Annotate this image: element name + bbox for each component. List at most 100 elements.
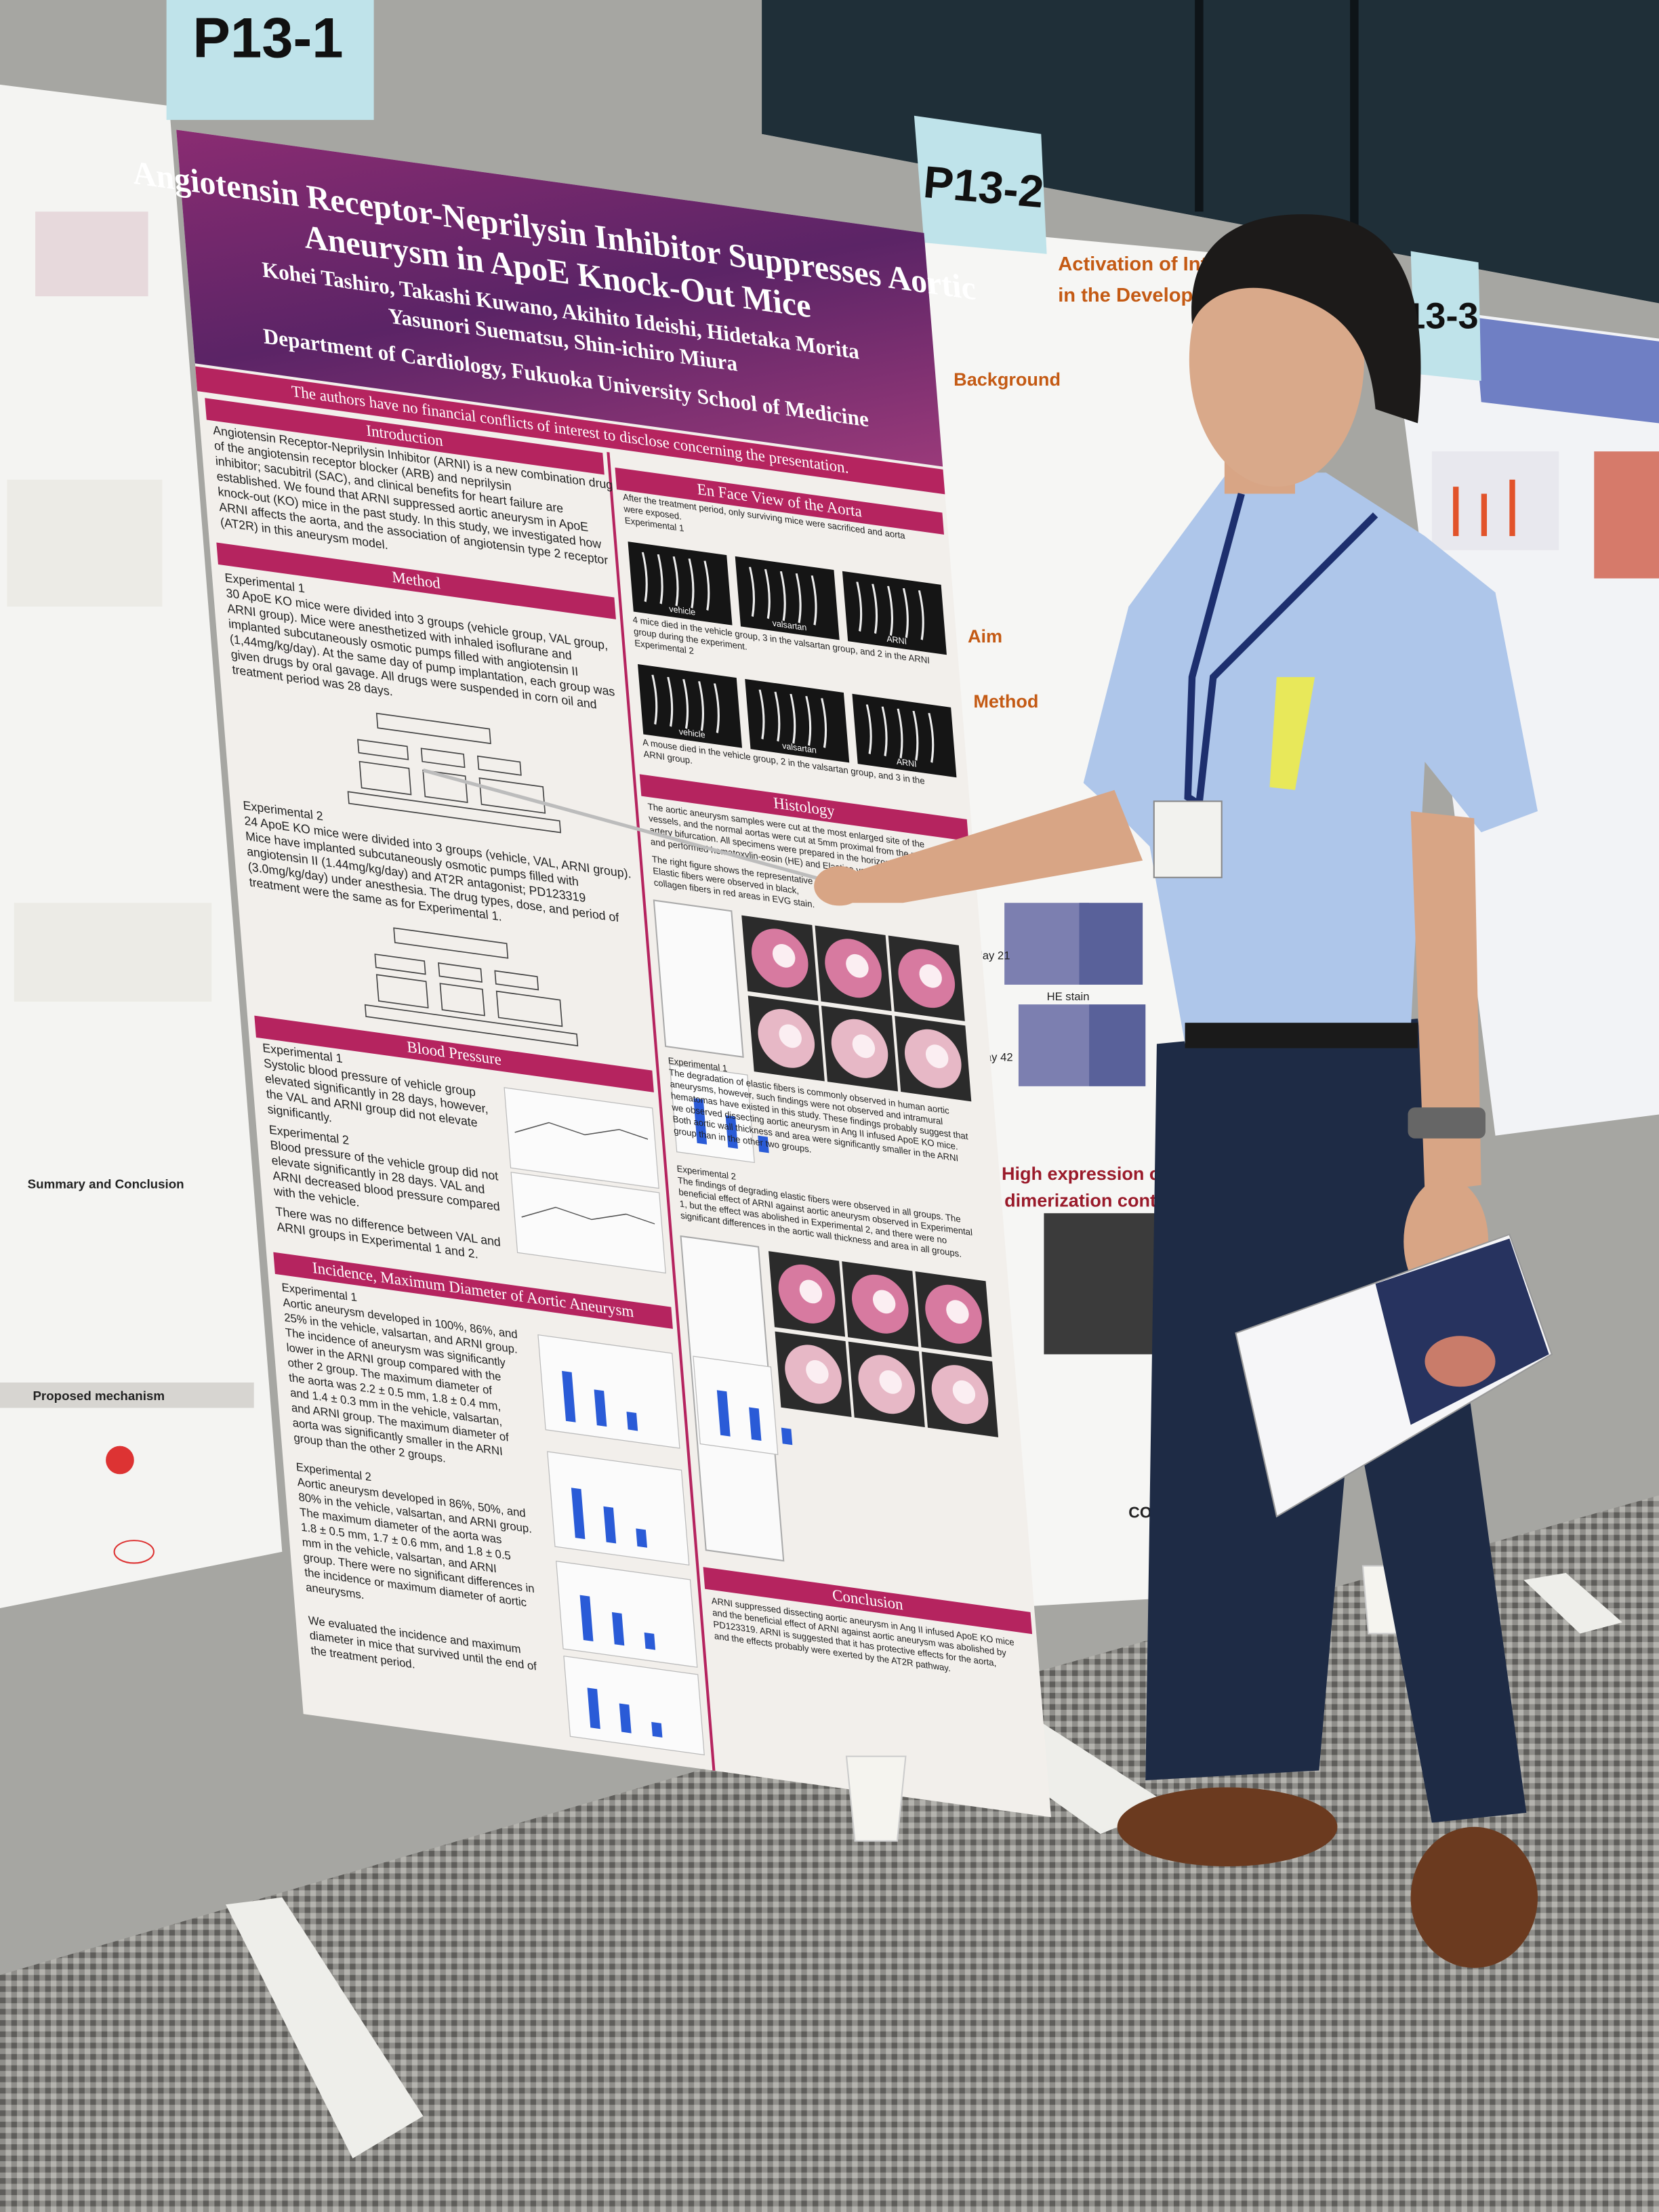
- aorta-shape: [805, 696, 812, 746]
- booklet-image: [1425, 1336, 1496, 1387]
- aorta-shape: [912, 710, 919, 761]
- diagram: [106, 1446, 134, 1475]
- figure: [1509, 479, 1515, 537]
- chart-panel: [537, 1334, 680, 1449]
- heading: Summary and Conclusion: [28, 1177, 184, 1191]
- aorta-shape: [811, 575, 817, 626]
- stain-lumen: [919, 964, 942, 988]
- method-diagram: [347, 712, 579, 1047]
- pointer: [422, 769, 836, 885]
- chart-bar: [651, 1721, 663, 1738]
- hair: [1191, 214, 1421, 424]
- chart-bar: [644, 1632, 656, 1650]
- chart-panel: [504, 1087, 659, 1189]
- figure: [1431, 451, 1559, 550]
- stain-lumen: [879, 1370, 902, 1394]
- section-heading-bar: [615, 467, 944, 535]
- aorta-shape: [657, 554, 663, 605]
- belt: [1185, 1023, 1418, 1048]
- window: [762, 0, 1659, 304]
- stain-lumen: [779, 1024, 802, 1048]
- right-poster-header: [1474, 317, 1659, 424]
- cup: [845, 1755, 907, 1842]
- sign: [1410, 251, 1481, 382]
- pocket-item: [1269, 677, 1315, 790]
- section-heading-bar: [216, 542, 616, 619]
- chart-panel: [653, 899, 744, 1058]
- aorta-shape: [774, 691, 781, 742]
- chart-bar: [636, 1528, 647, 1548]
- image-label: vehicle: [678, 726, 705, 740]
- label: day 21: [976, 949, 1010, 962]
- aorta-shape: [779, 571, 786, 621]
- chart-bar: [716, 1390, 731, 1437]
- stain-lumen: [872, 1290, 896, 1314]
- watch: [1408, 1107, 1486, 1139]
- heading: Background: [954, 369, 1061, 390]
- chart-bar: [571, 1488, 586, 1540]
- image-label: vehicle: [669, 603, 696, 617]
- chart-bar: [758, 1135, 769, 1153]
- booklet-cover: [1375, 1238, 1549, 1425]
- stain-lumen: [925, 1044, 949, 1069]
- sign: [166, 0, 374, 120]
- chart-panel: [563, 1655, 705, 1756]
- figure: [1089, 1004, 1146, 1086]
- aorta-shape: [713, 683, 720, 734]
- chart-panel: [547, 1451, 690, 1566]
- image-label: ARNI: [896, 756, 917, 769]
- image-label: valsartan: [782, 740, 817, 755]
- chart-bar: [693, 1098, 708, 1145]
- chart-panel: [693, 1355, 779, 1456]
- diagram: [113, 1540, 155, 1564]
- section-heading-bar: [703, 1567, 1033, 1635]
- aorta-shape: [821, 698, 827, 748]
- figure: [1481, 493, 1488, 537]
- presenter: [814, 214, 1553, 1968]
- chart-bar: [781, 1427, 793, 1446]
- figure: [1044, 1213, 1171, 1355]
- aorta-shape: [887, 586, 893, 636]
- image-label: ARNI: [886, 634, 907, 647]
- aorta-shape: [795, 573, 802, 623]
- heading-bar: [0, 1382, 254, 1408]
- label: HE stain: [1047, 990, 1090, 1003]
- figure: [1594, 451, 1659, 579]
- chart-bar: [749, 1407, 762, 1441]
- hand: [814, 866, 865, 906]
- heading: Proposed mechanism: [33, 1389, 165, 1403]
- heading: Method: [973, 691, 1038, 712]
- badge: [1153, 800, 1223, 878]
- aorta-shape: [703, 560, 710, 611]
- left-poster-content: Summary and Conclusion Proposed mechanis…: [0, 211, 254, 1564]
- disclosure-bar: [195, 366, 945, 495]
- sign: [914, 115, 1047, 254]
- aorta-shape: [856, 581, 863, 632]
- board-foot: [1523, 1573, 1622, 1634]
- sign-label: P13-1: [192, 6, 343, 69]
- arm: [1410, 811, 1481, 1192]
- chart-bar: [611, 1612, 625, 1646]
- aorta-shape: [758, 689, 765, 740]
- aorta-shape: [902, 588, 909, 638]
- figure: [14, 903, 212, 1002]
- chart-bar: [562, 1370, 576, 1422]
- aorta-shape: [928, 713, 935, 763]
- section-heading-bar: [254, 1015, 654, 1092]
- main-poster: Angiotensin Receptor-Neprilysin Inhibito…: [131, 129, 1051, 1818]
- chart-bar: [626, 1412, 638, 1431]
- poster-figures: vehicle valsartan ARNI vehicle valsartan ARNI: [504, 541, 999, 1756]
- aorta-shape: [698, 681, 704, 731]
- shoe: [1410, 1826, 1538, 1968]
- figure: [1453, 487, 1459, 537]
- poster-header: [176, 129, 943, 467]
- chart-bar: [587, 1687, 600, 1729]
- chart-bar: [579, 1595, 594, 1641]
- aorta-shape: [897, 708, 903, 759]
- stain-lumen: [772, 943, 796, 968]
- board-foot: [226, 1897, 424, 2158]
- arm: [843, 790, 1143, 903]
- heading: Aim: [968, 626, 1002, 647]
- aorta-shape: [651, 674, 658, 725]
